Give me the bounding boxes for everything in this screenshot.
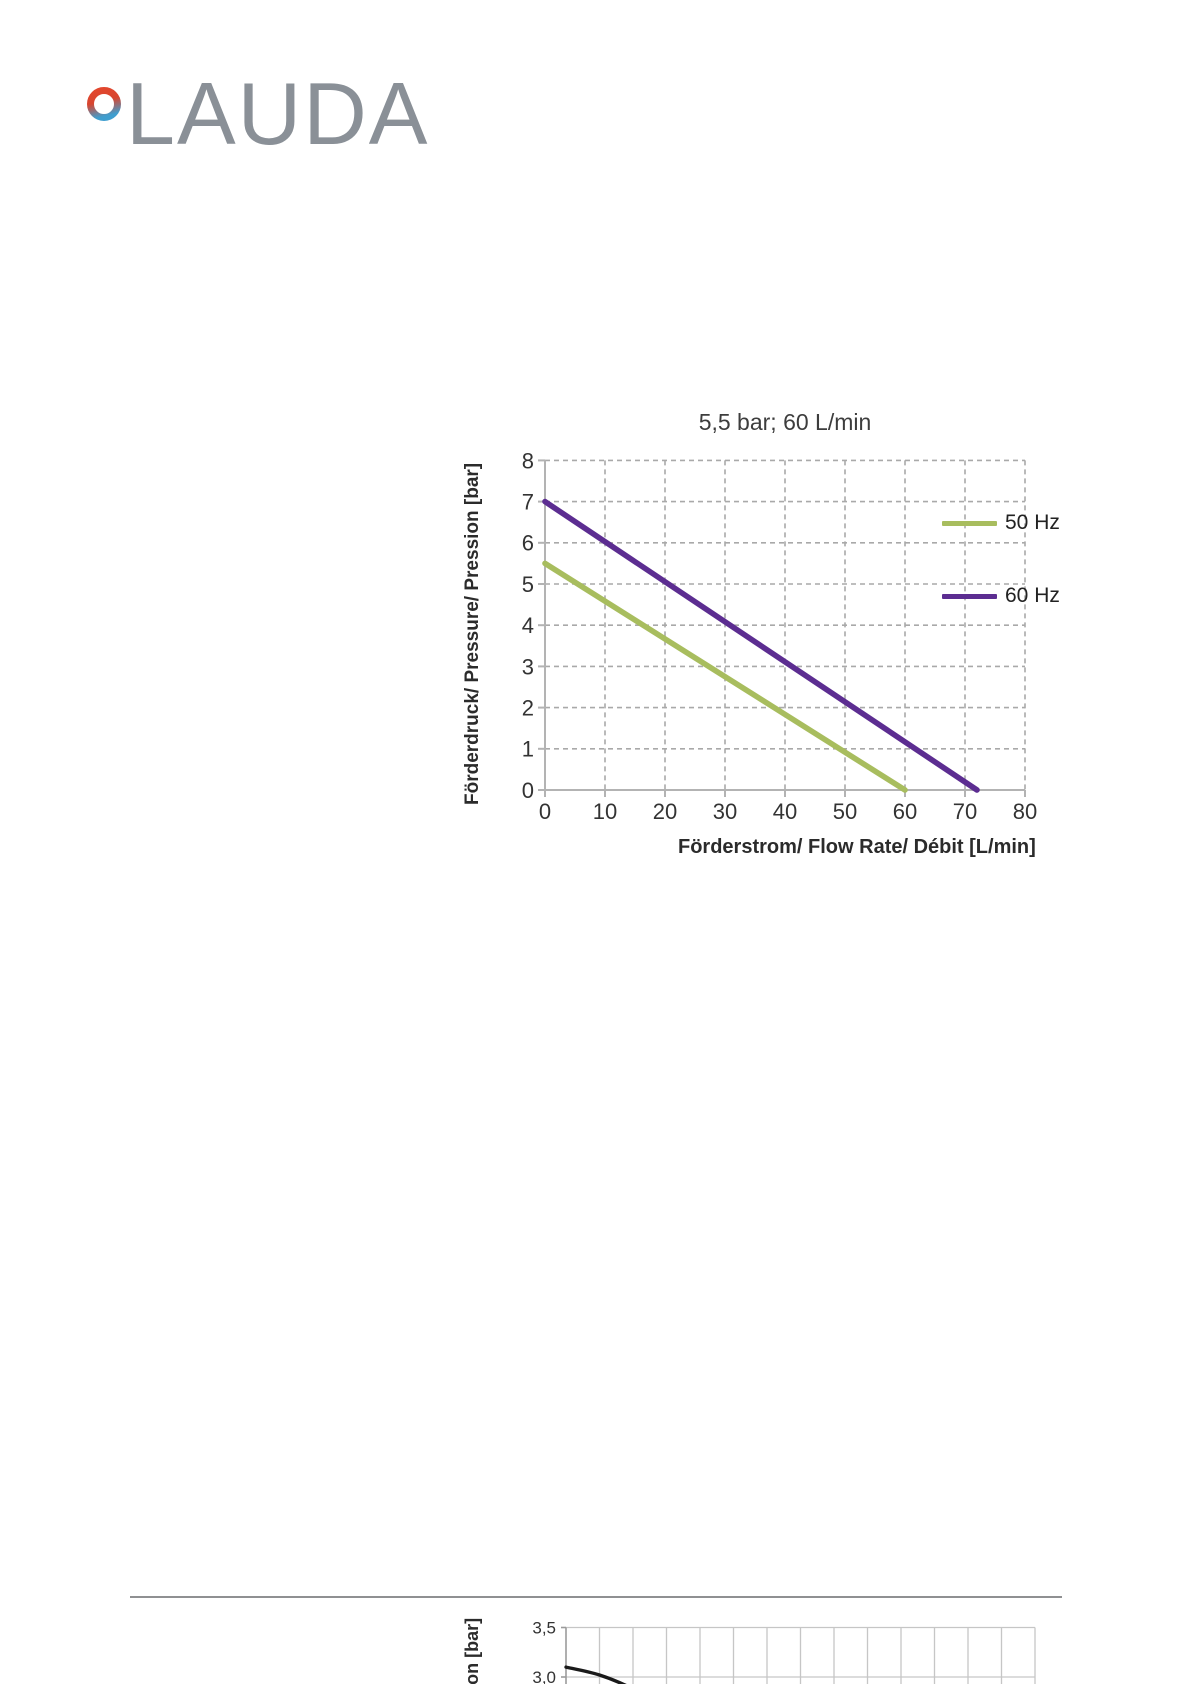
x-tick-label: 70 xyxy=(953,799,977,824)
x-tick-label: 60 xyxy=(893,799,917,824)
y-tick-label: 2 xyxy=(522,696,534,721)
chart-1-x-axis-label: Förderstrom/ Flow Rate/ Débit [L/min] xyxy=(678,836,1036,858)
chart-1-plot: 0 10 20 30 40 50 60 70 80 0 1 2 3 4 5 6 7 8 xyxy=(522,448,1037,824)
y-tick-label: 1 xyxy=(522,737,534,762)
x-tick-label: 80 xyxy=(1013,799,1037,824)
brand-wordmark: LAUDA xyxy=(126,64,430,163)
footer-divider xyxy=(130,1596,1062,1598)
y-tick-label: 7 xyxy=(522,490,534,515)
y-tick-label: 6 xyxy=(522,531,534,556)
legend-line-50hz xyxy=(942,520,997,526)
x-tick-label: 10 xyxy=(593,799,617,824)
y-tick-label: 8 xyxy=(522,448,534,473)
y-tick-label: 3,5 xyxy=(532,1619,556,1638)
y-tick-label: 0 xyxy=(522,778,534,803)
series-line-curve-1 xyxy=(564,1665,627,1684)
legend-line-60hz xyxy=(942,593,997,599)
series-line-50-hz xyxy=(542,560,908,793)
chart-1-figure: 5,5 bar; 60 L/min Förderdruck/ Pressure/… xyxy=(0,190,1191,858)
y-tick-label: 3,0 xyxy=(532,1668,556,1684)
y-tick-label: 4 xyxy=(522,613,534,638)
chart-2-plot: 05101520253035404550556065700,00,51,01,5… xyxy=(532,1619,1036,1684)
lauda-logo: LAUDA xyxy=(0,0,520,180)
legend-item-50hz: 50 Hz xyxy=(942,511,1060,535)
chart-2-figure: Druck / Pressure/ Pression [bar] 0510152… xyxy=(0,770,1191,1684)
x-tick-label: 40 xyxy=(773,799,797,824)
x-tick-label: 30 xyxy=(713,799,737,824)
legend-label-50hz: 50 Hz xyxy=(1005,511,1060,534)
y-tick-label: 3 xyxy=(522,654,534,679)
y-tick-label: 5 xyxy=(522,572,534,597)
legend-label-60hz: 60 Hz xyxy=(1005,584,1060,607)
x-tick-label: 0 xyxy=(539,799,551,824)
x-tick-label: 50 xyxy=(833,799,857,824)
x-tick-label: 20 xyxy=(653,799,677,824)
lauda-degree-ring-icon xyxy=(87,87,121,121)
legend-item-60hz: 60 Hz xyxy=(942,584,1060,608)
chart-1-title: 5,5 bar; 60 L/min xyxy=(698,409,872,435)
series-line-60-hz xyxy=(542,498,980,793)
